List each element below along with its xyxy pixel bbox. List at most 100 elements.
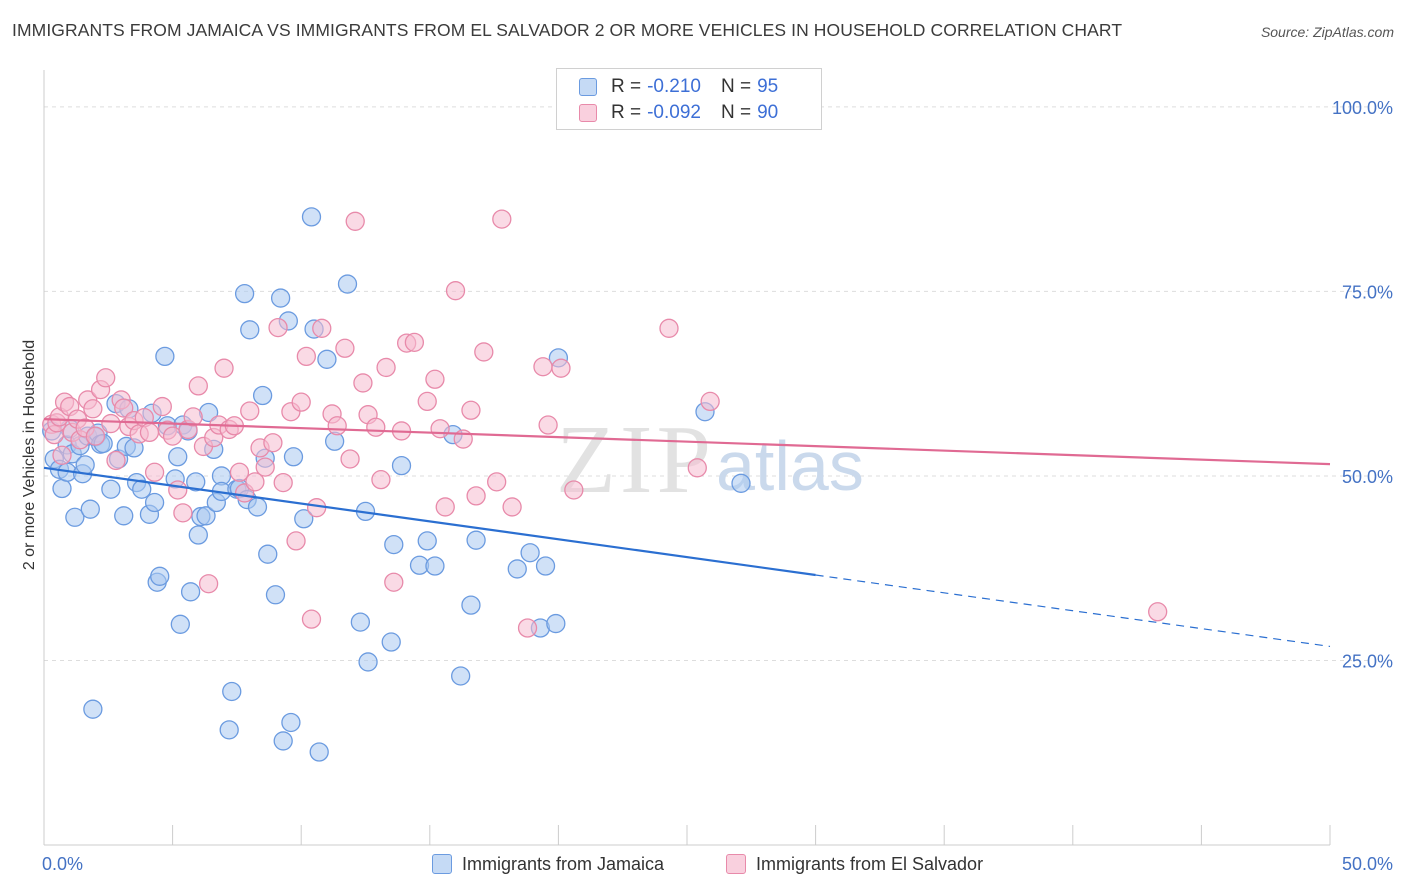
bottom-legend-elsalvador: Immigrants from El Salvador [726, 851, 983, 877]
jamaica-point [83, 699, 103, 719]
bottom-legend-label-elsalvador: Immigrants from El Salvador [756, 853, 984, 874]
elsalvador-point [404, 332, 425, 353]
elsalvador-point [466, 486, 486, 506]
axes [43, 70, 1331, 846]
jamaica-point [417, 531, 437, 551]
jamaica-point [240, 320, 260, 340]
jamaica-point [294, 509, 314, 529]
correlation-legend: R = -0.210 N = 95 R = -0.092 N = 90 [556, 68, 822, 130]
elsalvador-point [533, 357, 553, 377]
elsalvador-point [263, 433, 283, 453]
elsalvador-point [268, 317, 288, 338]
jamaica-point [546, 613, 566, 634]
legend-n-label: N = [720, 76, 752, 97]
x-tick-labels: 0.0% 50.0% [42, 854, 1393, 874]
legend-r-value: -0.210 [647, 76, 701, 97]
jamaica-point [731, 473, 751, 493]
jamaica-point [535, 556, 556, 576]
legend-r-label: R = [611, 76, 642, 97]
jamaica-point [75, 455, 95, 475]
elsalvador-point [461, 400, 481, 420]
x-tick-label: 0.0% [42, 854, 83, 874]
jamaica-point [168, 447, 188, 467]
jamaica-point [258, 544, 278, 564]
jamaica-point [132, 479, 152, 499]
jamaica-point [350, 612, 371, 632]
y-tick-label: 50.0% [1342, 467, 1393, 487]
elsalvador-point [502, 497, 522, 517]
elsalvador-point [96, 368, 116, 388]
legend-n-value: 90 [757, 102, 779, 123]
jamaica-point [114, 506, 134, 526]
elsalvador-point [255, 457, 275, 477]
jamaica-point [384, 534, 404, 555]
elsalvador-point [371, 469, 391, 490]
elsalvador-point [114, 398, 134, 418]
elsalvador-point [353, 373, 373, 393]
elsalvador-point [296, 346, 316, 367]
elsalvador-point [306, 498, 327, 518]
elsalvador-point [487, 472, 507, 492]
jamaica-point [150, 566, 170, 586]
jamaica-point [222, 681, 242, 702]
legend-n-label: N = [720, 102, 752, 123]
chart-title: IMMIGRANTS FROM JAMAICA VS IMMIGRANTS FR… [12, 20, 1123, 40]
source-credit: Source: ZipAtlas.com [1260, 24, 1394, 40]
y-axis-label: 2 or more Vehicles in Household [21, 340, 38, 570]
trend-line-jamaica-extension [815, 574, 1331, 648]
y-tick-label: 75.0% [1342, 282, 1393, 302]
jamaica-point [219, 720, 239, 740]
jamaica-point [170, 614, 190, 634]
elsalvador-point [301, 609, 322, 629]
elsalvador-point [517, 618, 538, 638]
bottom-legend-jamaica: Immigrants from Jamaica [432, 851, 664, 877]
bottom-legend-swatch-jamaica [432, 854, 452, 874]
elsalvador-point [659, 318, 679, 338]
elsalvador-point [291, 392, 311, 412]
jamaica-point [466, 530, 486, 550]
jamaica-point [52, 478, 72, 499]
elsalvador-point [366, 417, 386, 437]
jamaica-point [381, 632, 401, 652]
elsalvador-point [245, 472, 265, 492]
jamaica-point [101, 479, 121, 499]
elsalvador-point [1148, 602, 1168, 622]
jamaica-point [186, 472, 206, 492]
jamaica-point [507, 559, 527, 579]
y-tick-label: 100.0% [1332, 98, 1393, 118]
bottom-legend-swatch-elsalvador [726, 854, 746, 874]
watermark-atlas: atlas [716, 427, 864, 505]
elsalvador-point [229, 462, 250, 482]
watermark: ZIP atlas [556, 406, 864, 514]
elsalvador-point [312, 318, 332, 338]
legend-row-elsalvador: R = -0.092 N = 90 [579, 101, 778, 125]
trend-line-jamaica [43, 466, 816, 577]
elsalvador-point [687, 458, 707, 478]
trend-lines [43, 418, 1331, 648]
elsalvador-point [417, 391, 437, 412]
jamaica-point [461, 595, 481, 615]
legend-swatch-elsalvador [579, 104, 597, 122]
elsalvador-point [273, 472, 293, 493]
elsalvador-point [474, 342, 494, 362]
elsalvador-point [168, 480, 188, 500]
elsalvador-point [85, 426, 106, 446]
jamaica-point [247, 497, 268, 517]
jamaica-point [188, 525, 208, 545]
elsalvador-point [492, 209, 512, 229]
elsalvador-point [564, 480, 584, 500]
elsalvador-point [106, 450, 126, 471]
jamaica-point [337, 274, 358, 294]
jamaica-point [283, 447, 304, 467]
legend-r-label: R = [611, 102, 642, 123]
y-tick-labels: 25.0% 50.0% 75.0% 100.0% [1332, 98, 1393, 672]
elsalvador-point [445, 281, 466, 301]
y-tick-label: 25.0% [1342, 651, 1393, 671]
legend-row-jamaica: R = -0.210 N = 95 [579, 75, 778, 99]
jamaica-point [391, 455, 412, 476]
elsalvador-point [430, 419, 450, 439]
elsalvador-point [139, 422, 160, 443]
jamaica-point [252, 385, 273, 406]
jamaica-point [65, 507, 85, 527]
